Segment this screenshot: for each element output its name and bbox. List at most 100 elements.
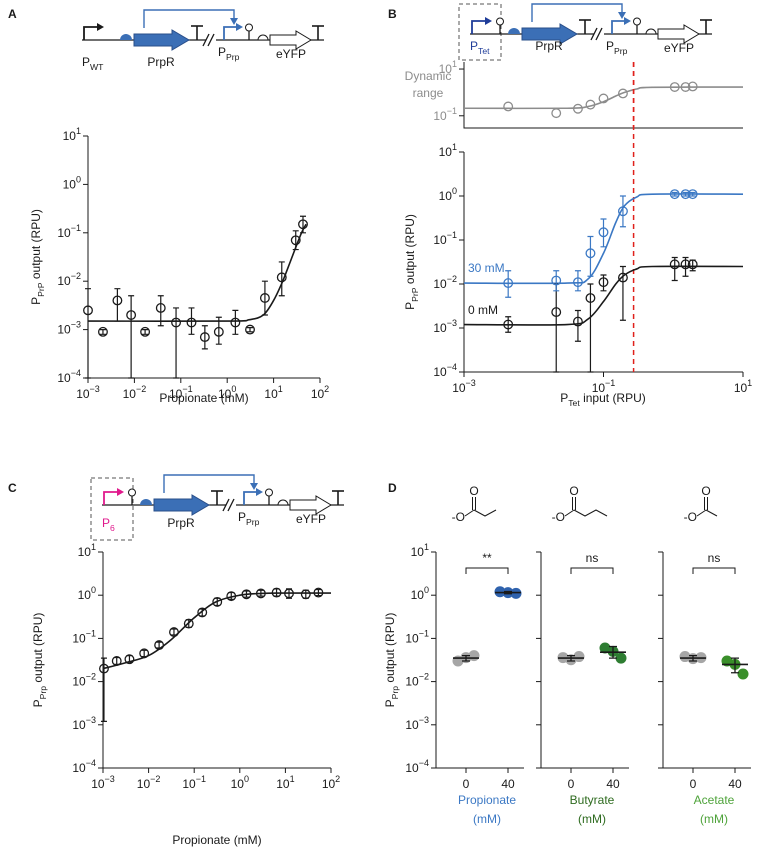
x-tick-label: 100 (231, 774, 249, 791)
data-point (585, 293, 596, 303)
label-part: P (560, 391, 568, 405)
data-point (212, 596, 223, 607)
data-point (154, 640, 165, 651)
gene-label: eYFP (296, 512, 326, 526)
gene-label: PrpR (535, 39, 563, 53)
data-point (551, 108, 562, 119)
panel-letter: B (388, 7, 397, 21)
y-tick-label: 100 (439, 186, 457, 203)
data-point (598, 227, 609, 238)
annotation: 0 mM (468, 303, 498, 317)
label-part: Tet (478, 46, 490, 56)
atom: O (701, 484, 710, 498)
data-point (572, 277, 583, 288)
data-point (230, 317, 241, 328)
arrowhead (97, 23, 104, 31)
label-part: P (102, 516, 110, 530)
label-part: Prp (614, 46, 628, 56)
gene (289, 495, 332, 515)
x-tick-label: 40 (728, 777, 742, 791)
y-tick-label: 10−3 (72, 715, 96, 732)
label-part: PrP (36, 282, 46, 297)
group-label: Acetate (694, 793, 735, 807)
replicate (510, 587, 522, 599)
data-point (687, 259, 698, 270)
error-bar (85, 288, 91, 379)
data-point (503, 278, 514, 289)
rbs (645, 28, 657, 35)
replicate (573, 651, 585, 663)
x-tick-label: 0 (690, 777, 697, 791)
label-part: P (29, 297, 43, 305)
gene (133, 29, 190, 51)
arrowhead (236, 23, 243, 31)
arrowhead (117, 488, 124, 496)
error-bar (587, 235, 594, 277)
x-tick-label: 40 (501, 777, 515, 791)
structure (464, 497, 497, 517)
error-bar (170, 628, 177, 636)
significance-bracket (465, 567, 509, 574)
x-tick-label: 102 (322, 774, 340, 791)
data-point (669, 259, 680, 270)
atom: O (469, 484, 478, 498)
group-unit: (mM) (578, 812, 606, 826)
error-bar (173, 307, 180, 379)
label-part: P (403, 302, 417, 310)
error-bar (553, 283, 560, 373)
error-bar (315, 588, 322, 597)
y-tick-label: 10−3 (405, 715, 429, 732)
y-axis-label: Dynamic (405, 69, 452, 83)
promoter (83, 26, 98, 40)
arrowhead (624, 17, 631, 25)
data-point (112, 295, 123, 306)
y-tick-label: 10−1 (433, 106, 457, 123)
data-point (111, 656, 122, 666)
error-bar (505, 316, 512, 333)
data-point (687, 81, 698, 92)
label-part: P (606, 39, 614, 53)
data-point (669, 189, 680, 200)
data-point (169, 627, 179, 638)
dna-part (207, 33, 215, 47)
error-bar (157, 295, 164, 327)
data-point (183, 618, 194, 629)
rbs (508, 28, 520, 34)
rbs (140, 499, 152, 505)
x-tick-label: 10−3 (76, 384, 100, 401)
axis-line (463, 152, 743, 373)
y-tick-label: 100 (63, 174, 81, 191)
label-part: P (218, 45, 226, 59)
label: PTet input (RPU) (560, 391, 646, 408)
dna-part (202, 33, 210, 47)
x-tick-label: 101 (734, 378, 752, 395)
error-bar (619, 195, 626, 228)
y-axis-label: range (413, 86, 444, 100)
dna-part (595, 27, 603, 41)
y-tick-label: 10−1 (433, 230, 457, 247)
data-point (83, 305, 93, 316)
data-point (551, 307, 562, 318)
label-part: output (RPU) (31, 613, 45, 686)
label-part: P (82, 55, 90, 69)
annotation: 30 mM (468, 261, 505, 275)
data-point (503, 101, 514, 112)
x-tick-label: 101 (264, 384, 282, 401)
label-part: Prp (390, 686, 400, 700)
label: PWT (82, 55, 104, 72)
label-part: 6 (110, 523, 115, 533)
label: PPrp (238, 510, 260, 527)
data-point (197, 607, 208, 618)
error-bar (302, 589, 309, 599)
gene-label: PrpR (147, 55, 175, 69)
fit-curve (463, 193, 744, 285)
axis-line (463, 62, 743, 129)
data-point (271, 587, 282, 598)
x-tick-label: 0 (463, 777, 470, 791)
label-part: P (470, 39, 478, 53)
data-point (572, 316, 583, 327)
promoter (243, 491, 257, 505)
replicate (737, 668, 749, 680)
group-label: Propionate (458, 793, 516, 807)
